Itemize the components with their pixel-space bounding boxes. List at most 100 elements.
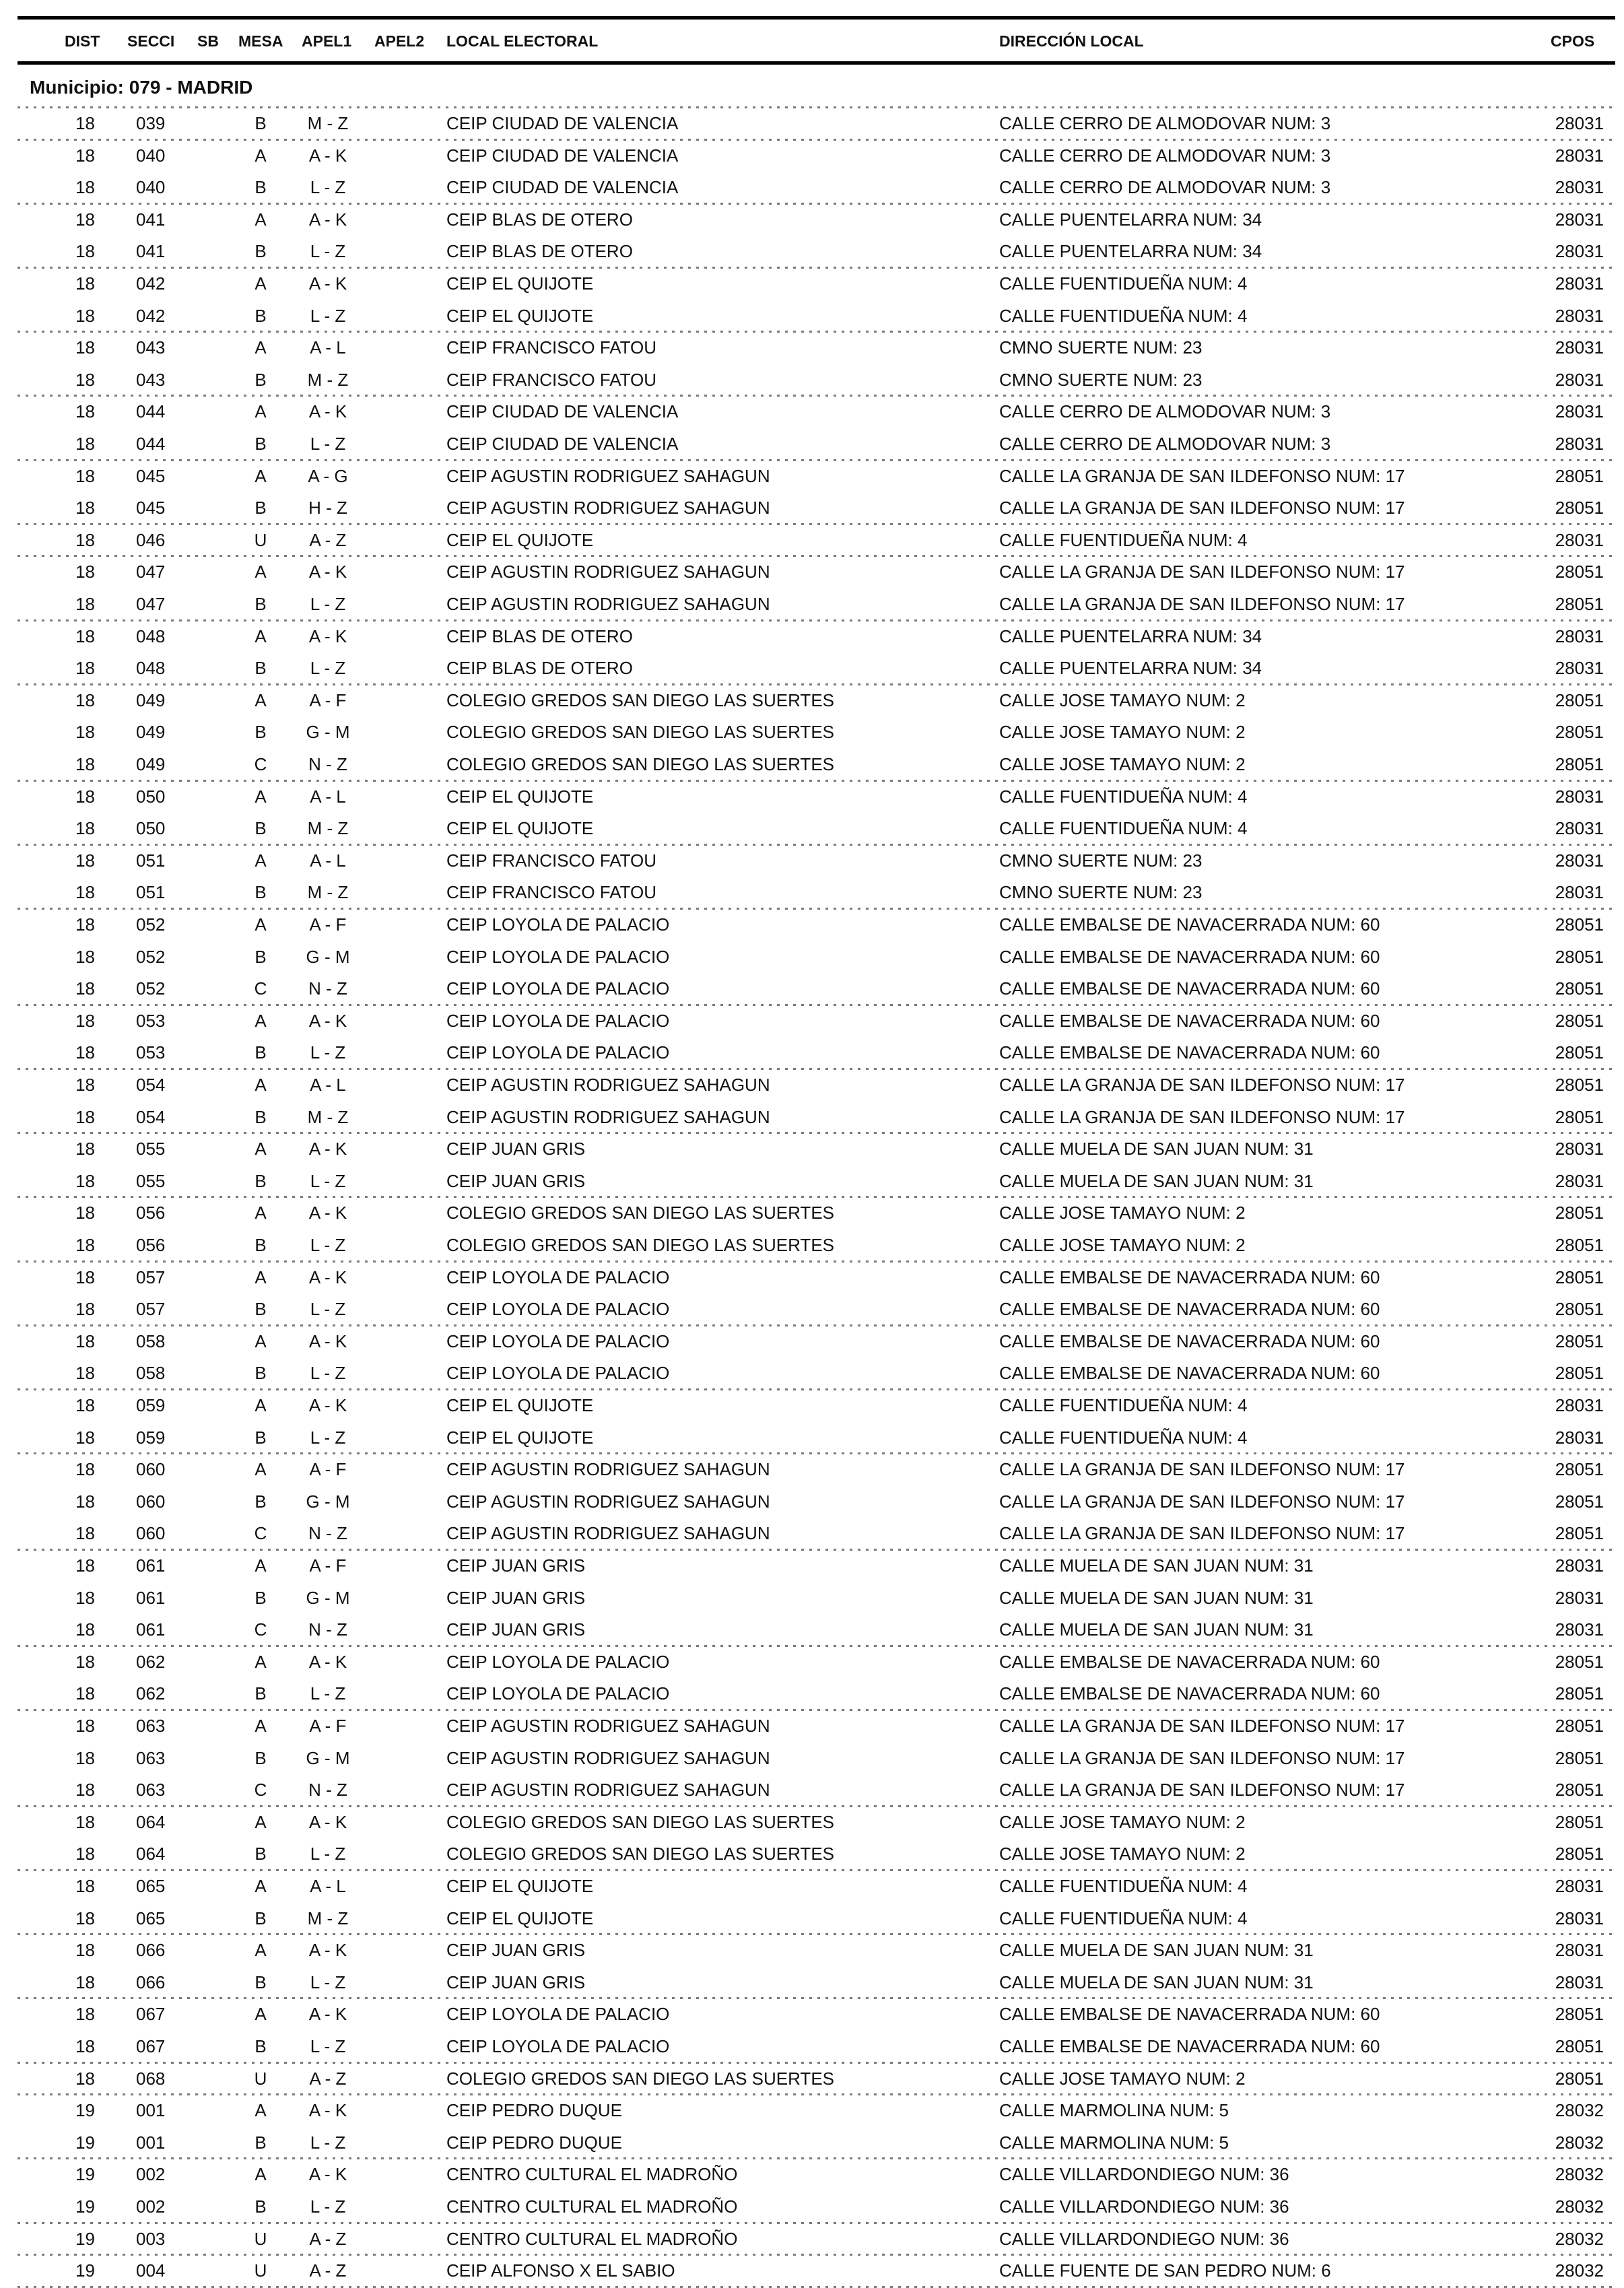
- direccion-local-cell: CALLE JOSE TAMAYO NUM: 2: [999, 2068, 1246, 2089]
- mesa-cell: B: [255, 1235, 267, 1255]
- mesa-cell: C: [254, 1780, 267, 1801]
- apel1-cell: L - Z: [310, 434, 346, 454]
- local-electoral-cell: CEIP PEDRO DUQUE: [446, 2100, 623, 2121]
- direccion-local-cell: CALLE CERRO DE ALMODOVAR NUM: 3: [999, 145, 1331, 166]
- secci-cell: 060: [136, 1459, 166, 1480]
- cpos-cell: 28051: [1555, 1075, 1604, 1095]
- cpos-cell: 28051: [1555, 1299, 1604, 1320]
- mesa-cell: B: [255, 594, 267, 614]
- dist-cell: 18: [75, 914, 95, 935]
- direccion-local-cell: CALLE CERRO DE ALMODOVAR NUM: 3: [999, 401, 1331, 422]
- cpos-cell: 28051: [1555, 1459, 1604, 1480]
- cpos-cell: 28051: [1555, 1267, 1604, 1287]
- local-electoral-cell: COLEGIO GREDOS SAN DIEGO LAS SUERTES: [446, 754, 834, 774]
- dist-cell: 18: [75, 2068, 95, 2089]
- dist-cell: 19: [75, 2260, 95, 2281]
- dist-cell: 18: [75, 722, 95, 743]
- direccion-local-cell: CALLE EMBALSE DE NAVACERRADA NUM: 60: [999, 1267, 1380, 1287]
- direccion-local-cell: CALLE LA GRANJA DE SAN ILDEFONSO NUM: 17: [999, 1491, 1405, 1512]
- apel1-cell: L - Z: [310, 658, 346, 679]
- cpos-cell: 28051: [1555, 1683, 1604, 1704]
- mesa-cell: B: [255, 1908, 267, 1928]
- cpos-cell: 28051: [1555, 754, 1604, 774]
- secci-cell: 067: [136, 2036, 166, 2056]
- table-row: 18 068 U A - Z COLEGIO GREDOS SAN DIEGO LAS …: [0, 2062, 1624, 2095]
- dist-cell: 18: [75, 1747, 95, 1768]
- apel1-cell: A - K: [308, 2164, 347, 2185]
- secci-cell: 052: [136, 946, 166, 967]
- direccion-local-cell: CALLE LA GRANJA DE SAN ILDEFONSO NUM: 17: [999, 1716, 1405, 1736]
- cpos-cell: 28051: [1555, 689, 1604, 710]
- dist-cell: 18: [75, 2004, 95, 2025]
- mesa-cell: A: [255, 1331, 267, 1351]
- table-row: 18 046 U A - Z CEIP EL QUIJOTE CALLE FUENTIDU…: [0, 524, 1624, 556]
- dist-cell: 18: [75, 1331, 95, 1351]
- secci-cell: 044: [136, 401, 166, 422]
- mesa-cell: A: [255, 1139, 267, 1159]
- mesa-cell: U: [254, 2260, 267, 2281]
- cpos-cell: 28031: [1555, 626, 1604, 646]
- local-electoral-cell: CEIP EL QUIJOTE: [446, 818, 594, 839]
- cpos-cell: 28051: [1555, 1010, 1604, 1031]
- col-header-direccion-local: DIRECCIÓN LOCAL: [999, 32, 1144, 50]
- table-row: 18 060 C N - Z CEIP AGUSTIN RODRIGUEZ SAHAGU…: [0, 1517, 1624, 1549]
- local-electoral-cell: COLEGIO GREDOS SAN DIEGO LAS SUERTES: [446, 2068, 834, 2089]
- apel1-cell: N - Z: [308, 1780, 347, 1801]
- dist-cell: 18: [75, 818, 95, 839]
- mesa-cell: B: [255, 1363, 267, 1384]
- mesa-cell: A: [255, 2164, 267, 2185]
- dist-cell: 18: [75, 1491, 95, 1512]
- secci-cell: 045: [136, 498, 166, 518]
- apel1-cell: H - Z: [308, 498, 347, 518]
- group-separator: [18, 1068, 1615, 1070]
- group-separator: [18, 2157, 1615, 2160]
- direccion-local-cell: CALLE LA GRANJA DE SAN ILDEFONSO NUM: 17: [999, 594, 1405, 614]
- dist-cell: 18: [75, 305, 95, 326]
- table-row: 18 066 B L - Z CEIP JUAN GRIS CALLE MUELA DE …: [0, 1966, 1624, 1998]
- table-row: 18 051 A A - L CEIP FRANCISCO FATOU CMNO SUER…: [0, 844, 1624, 877]
- secci-cell: 060: [136, 1491, 166, 1512]
- cpos-cell: 28032: [1555, 2260, 1604, 2281]
- local-electoral-cell: CEIP LOYOLA DE PALACIO: [446, 1042, 670, 1063]
- apel1-cell: A - Z: [309, 2260, 347, 2281]
- col-header-sb: SB: [197, 32, 219, 50]
- apel1-cell: A - K: [308, 1940, 347, 1961]
- local-electoral-cell: CENTRO CULTURAL EL MADROÑO: [446, 2228, 738, 2249]
- group-separator: [18, 779, 1615, 782]
- local-electoral-cell: CEIP BLAS DE OTERO: [446, 209, 633, 230]
- apel1-cell: G - M: [306, 1491, 350, 1512]
- cpos-cell: 28051: [1555, 465, 1604, 486]
- mesa-cell: A: [255, 914, 267, 935]
- table-row: 18 049 C N - Z COLEGIO GREDOS SAN DIEGO LAS …: [0, 748, 1624, 780]
- apel1-cell: G - M: [306, 1587, 350, 1608]
- cpos-cell: 28051: [1555, 1042, 1604, 1063]
- mesa-cell: A: [255, 209, 267, 230]
- table-row: 18 056 B L - Z COLEGIO GREDOS SAN DIEGO LAS …: [0, 1229, 1624, 1261]
- mesa-cell: B: [255, 1844, 267, 1864]
- dist-cell: 18: [75, 241, 95, 262]
- table-row: 18 056 A A - K COLEGIO GREDOS SAN DIEGO LAS …: [0, 1197, 1624, 1229]
- cpos-cell: 28051: [1555, 2004, 1604, 2025]
- direccion-local-cell: CALLE VILLARDONDIEGO NUM: 36: [999, 2164, 1289, 2185]
- direccion-local-cell: CALLE JOSE TAMAYO NUM: 2: [999, 1811, 1246, 1832]
- apel1-cell: A - K: [308, 1395, 347, 1415]
- dist-cell: 18: [75, 529, 95, 550]
- direccion-local-cell: CALLE JOSE TAMAYO NUM: 2: [999, 754, 1246, 774]
- apel1-cell: A - L: [310, 337, 346, 358]
- direccion-local-cell: CALLE EMBALSE DE NAVACERRADA NUM: 60: [999, 1683, 1380, 1704]
- group-separator: [18, 523, 1615, 525]
- mesa-cell: B: [255, 2196, 267, 2217]
- mesa-cell: A: [255, 1811, 267, 1832]
- dist-cell: 18: [75, 1972, 95, 1992]
- secci-cell: 053: [136, 1010, 166, 1031]
- direccion-local-cell: CALLE LA GRANJA DE SAN ILDEFONSO NUM: 17: [999, 1523, 1405, 1544]
- table-row: 18 064 B L - Z COLEGIO GREDOS SAN DIEGO LAS …: [0, 1838, 1624, 1870]
- mesa-cell: A: [255, 1203, 267, 1223]
- secci-cell: 065: [136, 1876, 166, 1896]
- table-row: 18 054 A A - L CEIP AGUSTIN RODRIGUEZ SAHAGU…: [0, 1069, 1624, 1101]
- group-separator: [18, 267, 1615, 269]
- mesa-cell: B: [255, 658, 267, 679]
- apel1-cell: L - Z: [310, 2196, 346, 2217]
- cpos-cell: 28031: [1555, 177, 1604, 198]
- apel1-cell: A - K: [308, 1811, 347, 1832]
